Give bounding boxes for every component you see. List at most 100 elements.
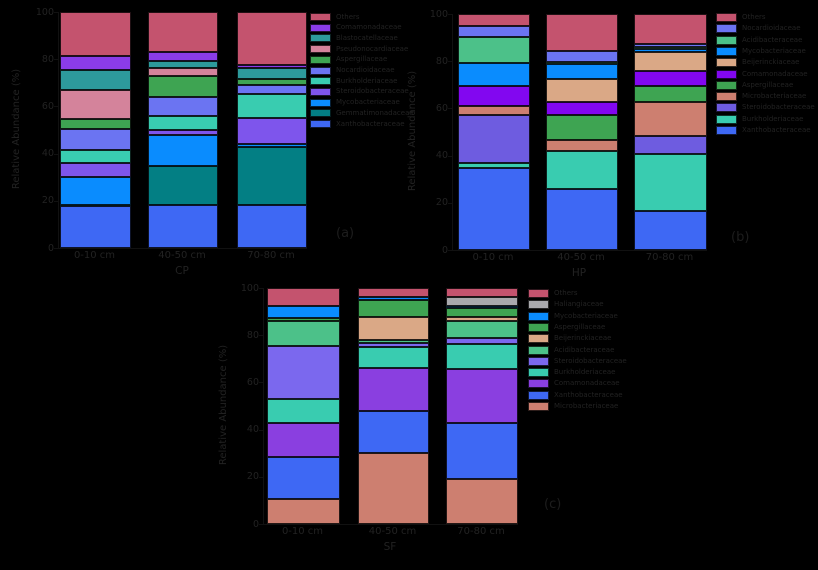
legend-label: Acidibacteraceae bbox=[554, 345, 615, 354]
x-axis-title: SF bbox=[383, 541, 397, 553]
bar-segment bbox=[546, 64, 618, 80]
y-tick-mark bbox=[54, 106, 58, 108]
bar-segment bbox=[237, 144, 307, 148]
y-axis-label: Relative Abundance (%) bbox=[407, 70, 418, 192]
y-tick-mark bbox=[448, 202, 452, 204]
legend-swatch bbox=[310, 98, 331, 107]
bar-segment bbox=[446, 305, 518, 308]
bar-segment bbox=[634, 51, 707, 71]
y-tick-mark bbox=[54, 59, 58, 61]
legend-label: Acidibacteraceae bbox=[742, 35, 803, 44]
legend-item: Beijerinckiaceae bbox=[528, 334, 611, 344]
legend-item: Aspergillaceae bbox=[310, 55, 387, 64]
y-tick-label: 100 bbox=[35, 6, 54, 18]
bar-segment bbox=[446, 316, 518, 321]
legend-label: Burkholderiaceae bbox=[554, 368, 616, 377]
panel-letter: (b) bbox=[731, 230, 750, 245]
bar-segment bbox=[148, 115, 218, 130]
y-tick-mark bbox=[448, 250, 452, 251]
bar-segment bbox=[458, 26, 530, 38]
bar-segment bbox=[148, 75, 218, 98]
legend-item: Haliangiaceae bbox=[528, 300, 604, 310]
bar-segment bbox=[237, 12, 307, 66]
bar-segment bbox=[60, 163, 131, 177]
legend-item: Nocardioidaceae bbox=[716, 24, 801, 34]
legend-swatch bbox=[528, 322, 549, 332]
x-tick-label: 0-10 cm bbox=[73, 250, 116, 261]
bar-segment bbox=[148, 68, 218, 76]
bar-segment bbox=[546, 115, 618, 141]
bar-segment bbox=[458, 106, 530, 116]
bar-segment bbox=[60, 129, 131, 151]
stacked-bar bbox=[446, 288, 518, 524]
bar-segment bbox=[546, 79, 618, 102]
legend-swatch bbox=[716, 92, 737, 102]
bar-segment bbox=[546, 14, 618, 51]
stacked-bar bbox=[148, 12, 218, 248]
legend-swatch bbox=[716, 35, 737, 45]
legend-item: Xanthobacteraceae bbox=[528, 390, 623, 400]
legend-label: Aspergillaceae bbox=[554, 322, 606, 331]
y-tick-label: 40 bbox=[41, 148, 54, 160]
bar-segment bbox=[267, 398, 340, 424]
bar-segment bbox=[446, 369, 518, 423]
legend-swatch bbox=[716, 58, 737, 68]
y-tick-mark bbox=[259, 524, 263, 525]
y-tick-mark bbox=[259, 288, 263, 289]
legend-swatch bbox=[528, 289, 549, 298]
panel-letter: (a) bbox=[336, 226, 355, 241]
bar-segment bbox=[148, 60, 218, 69]
legend-label: Mycobacteriaceae bbox=[336, 98, 400, 107]
bar-segment bbox=[148, 12, 218, 52]
legend-label: Steroidobacteraceae bbox=[742, 103, 815, 112]
bar-segment bbox=[458, 168, 530, 250]
legend-item: Steroidobacteraceae bbox=[528, 356, 627, 366]
legend-item: Pseudonocardiaceae bbox=[310, 45, 408, 54]
legend-swatch bbox=[310, 45, 331, 54]
legend-label: Xanthobacteraceae bbox=[336, 119, 405, 128]
bar-segment bbox=[60, 119, 131, 130]
bar-segment bbox=[358, 300, 429, 317]
legend-item: Acidibacteraceae bbox=[528, 345, 615, 355]
bar-segment bbox=[148, 165, 218, 205]
bar-segment bbox=[267, 498, 340, 524]
legend-item: Xanthobacteraceae bbox=[716, 126, 811, 135]
bar-segment bbox=[546, 50, 618, 62]
bar-segment bbox=[60, 150, 131, 164]
legend-swatch bbox=[528, 356, 549, 366]
bar-segment bbox=[358, 346, 429, 369]
legend-swatch bbox=[716, 80, 737, 90]
legend-swatch bbox=[716, 126, 737, 135]
bar-segment bbox=[358, 297, 429, 301]
bar-segment bbox=[546, 150, 618, 190]
y-tick-label: 80 bbox=[41, 53, 54, 65]
stacked-bar bbox=[634, 14, 707, 250]
bar-segment bbox=[634, 102, 707, 137]
legend-label: Nocardioidaceae bbox=[742, 24, 801, 33]
bar-segment bbox=[237, 67, 307, 79]
bar-segment bbox=[237, 84, 307, 95]
legend-label: Haliangiaceae bbox=[554, 300, 604, 309]
legend-label: Others bbox=[336, 12, 360, 21]
bar-segment bbox=[237, 65, 307, 68]
bar-segment bbox=[237, 117, 307, 145]
legend-item: Comamonadaceae bbox=[716, 69, 808, 79]
bar-segment bbox=[458, 115, 530, 163]
legend-swatch bbox=[528, 345, 549, 355]
y-tick-mark bbox=[54, 248, 58, 249]
legend-label: Beijerinckiaceae bbox=[742, 58, 800, 67]
legend-label: Aspergillaceae bbox=[742, 80, 794, 89]
y-tick-label: 60 bbox=[435, 102, 448, 114]
panel-letter: (c) bbox=[544, 497, 562, 512]
bar-segment bbox=[60, 55, 131, 71]
legend-label: Burkholderiaceae bbox=[742, 114, 804, 123]
bar-segment bbox=[634, 154, 707, 211]
legend-swatch bbox=[310, 13, 331, 21]
legend-label: Others bbox=[554, 289, 578, 297]
legend-item: Aspergillaceae bbox=[716, 80, 794, 90]
x-tick-label: 40-50 cm bbox=[368, 526, 417, 537]
bar-segment bbox=[358, 452, 429, 524]
y-tick-label: 20 bbox=[41, 195, 54, 207]
legend-swatch bbox=[310, 23, 331, 32]
legend-item: Mycobacteriaceae bbox=[716, 46, 806, 56]
